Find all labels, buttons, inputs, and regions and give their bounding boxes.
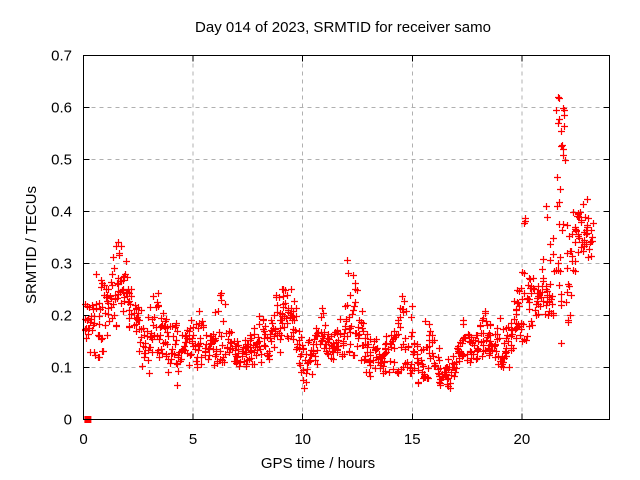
y-tick-label: 0.4 — [51, 204, 72, 221]
x-tick-label: 10 — [294, 431, 311, 448]
y-axis-label: SRMTID / TECUs — [23, 186, 40, 304]
y-tick-label: 0.2 — [51, 308, 72, 325]
y-tick-label: 0.6 — [51, 100, 72, 117]
axis-ticks — [83, 55, 610, 420]
y-tick-label: 0.1 — [51, 360, 72, 377]
x-tick-label: 5 — [189, 431, 197, 448]
y-tick-label: 0.3 — [51, 256, 72, 273]
y-tick-label: 0 — [64, 412, 72, 429]
y-tick-label: 0.5 — [51, 152, 72, 169]
chart-title: Day 014 of 2023, SRMTID for receiver sam… — [195, 19, 491, 36]
tick-labels: 0 5 10 15 20 0 0.1 0.2 0.3 0.4 0.5 0.6 0.7 — [51, 48, 530, 449]
y-tick-label: 0.7 — [51, 48, 72, 65]
plot-frame — [83, 55, 610, 420]
x-tick-label: 15 — [404, 431, 421, 448]
x-tick-label: 0 — [79, 431, 87, 448]
scatter-points — [82, 94, 597, 423]
gridlines — [83, 55, 610, 420]
x-axis-label: GPS time / hours — [261, 455, 375, 472]
x-tick-label: 20 — [513, 431, 530, 448]
